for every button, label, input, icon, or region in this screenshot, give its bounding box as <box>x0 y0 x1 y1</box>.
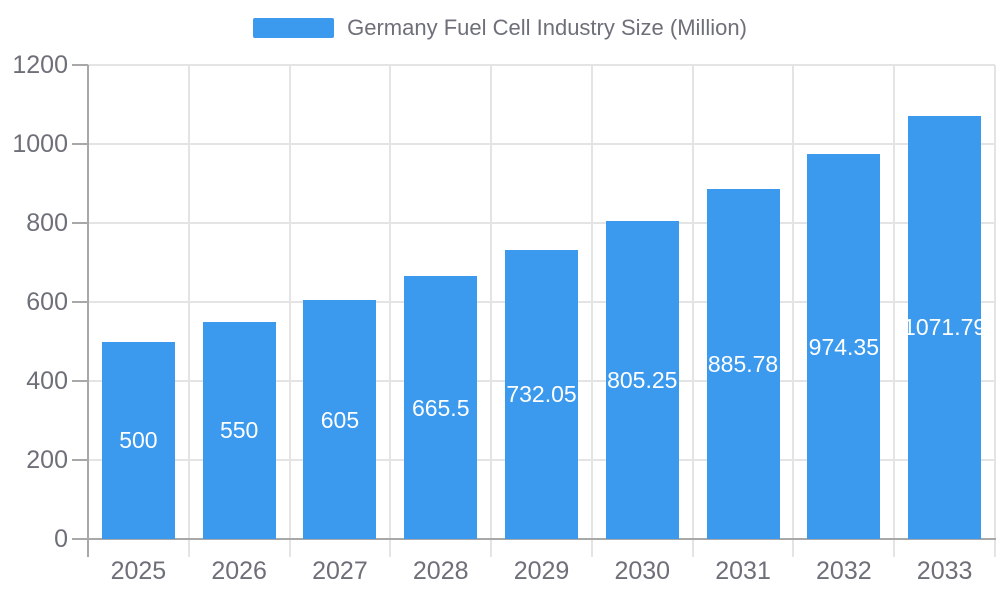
legend-swatch <box>253 18 335 38</box>
bar-value-label: 974.35 <box>808 333 880 360</box>
bar-value-label: 550 <box>219 417 259 444</box>
bar-value-label: 1071.79 <box>903 314 987 341</box>
bar-2028 <box>404 276 478 539</box>
x-tick-label: 2028 <box>412 557 469 585</box>
gridline-vertical <box>893 65 896 557</box>
y-axis-tick <box>72 459 88 461</box>
gridline-vertical <box>590 65 593 557</box>
y-tick-label: 1200 <box>12 51 68 79</box>
x-tick-label: 2031 <box>715 557 771 585</box>
y-axis-tick <box>72 380 88 382</box>
bar-2030 <box>605 220 679 539</box>
bar-2031 <box>706 189 780 539</box>
bar-2032 <box>807 154 881 539</box>
y-axis-tick <box>72 64 88 66</box>
bar-2026 <box>202 321 276 539</box>
x-tick-label: 2032 <box>816 557 872 585</box>
gridline-vertical <box>187 65 190 557</box>
bar-value-label: 605 <box>320 406 360 433</box>
bar-value-label: 665.5 <box>411 394 470 421</box>
x-axis-line <box>72 538 996 540</box>
bar-value-label: 732.05 <box>506 381 577 408</box>
y-tick-label: 200 <box>26 446 68 474</box>
y-tick-label: 0 <box>54 525 68 553</box>
y-axis-tick <box>72 301 88 303</box>
x-tick-label: 2026 <box>211 557 267 585</box>
bar-value-label: 885.78 <box>707 351 779 378</box>
gridline-horizontal <box>88 143 995 145</box>
gridline-vertical <box>389 65 392 557</box>
gridline-vertical <box>994 65 996 557</box>
legend-item[interactable]: Germany Fuel Cell Industry Size (Million… <box>0 0 1000 56</box>
bar-2033 <box>908 115 982 539</box>
x-tick-label: 2030 <box>614 557 671 585</box>
x-tick-label: 2025 <box>110 557 167 585</box>
gridline-vertical <box>691 65 694 557</box>
y-tick-label: 800 <box>26 209 68 237</box>
y-axis-line <box>87 65 89 557</box>
x-tick-label: 2033 <box>916 557 973 585</box>
x-tick-label: 2027 <box>312 557 368 585</box>
gridline-vertical <box>490 65 493 557</box>
gridline-vertical <box>792 65 795 557</box>
bar-2025 <box>101 341 175 539</box>
legend-label: Germany Fuel Cell Industry Size (Million… <box>347 15 747 40</box>
gridline-horizontal <box>88 64 995 66</box>
bar-value-label: 500 <box>119 427 158 454</box>
y-axis-tick <box>72 222 88 224</box>
y-tick-label: 600 <box>26 288 68 316</box>
bar-value-label: 805.25 <box>607 366 678 393</box>
y-axis-tick <box>72 143 88 145</box>
gridline-horizontal <box>88 222 995 224</box>
bar-2029 <box>505 249 578 539</box>
x-tick-label: 2029 <box>513 557 570 585</box>
gridline-vertical <box>288 65 291 557</box>
bar-2027 <box>303 300 377 539</box>
y-tick-label: 1000 <box>12 130 68 158</box>
y-tick-label: 400 <box>26 367 68 395</box>
